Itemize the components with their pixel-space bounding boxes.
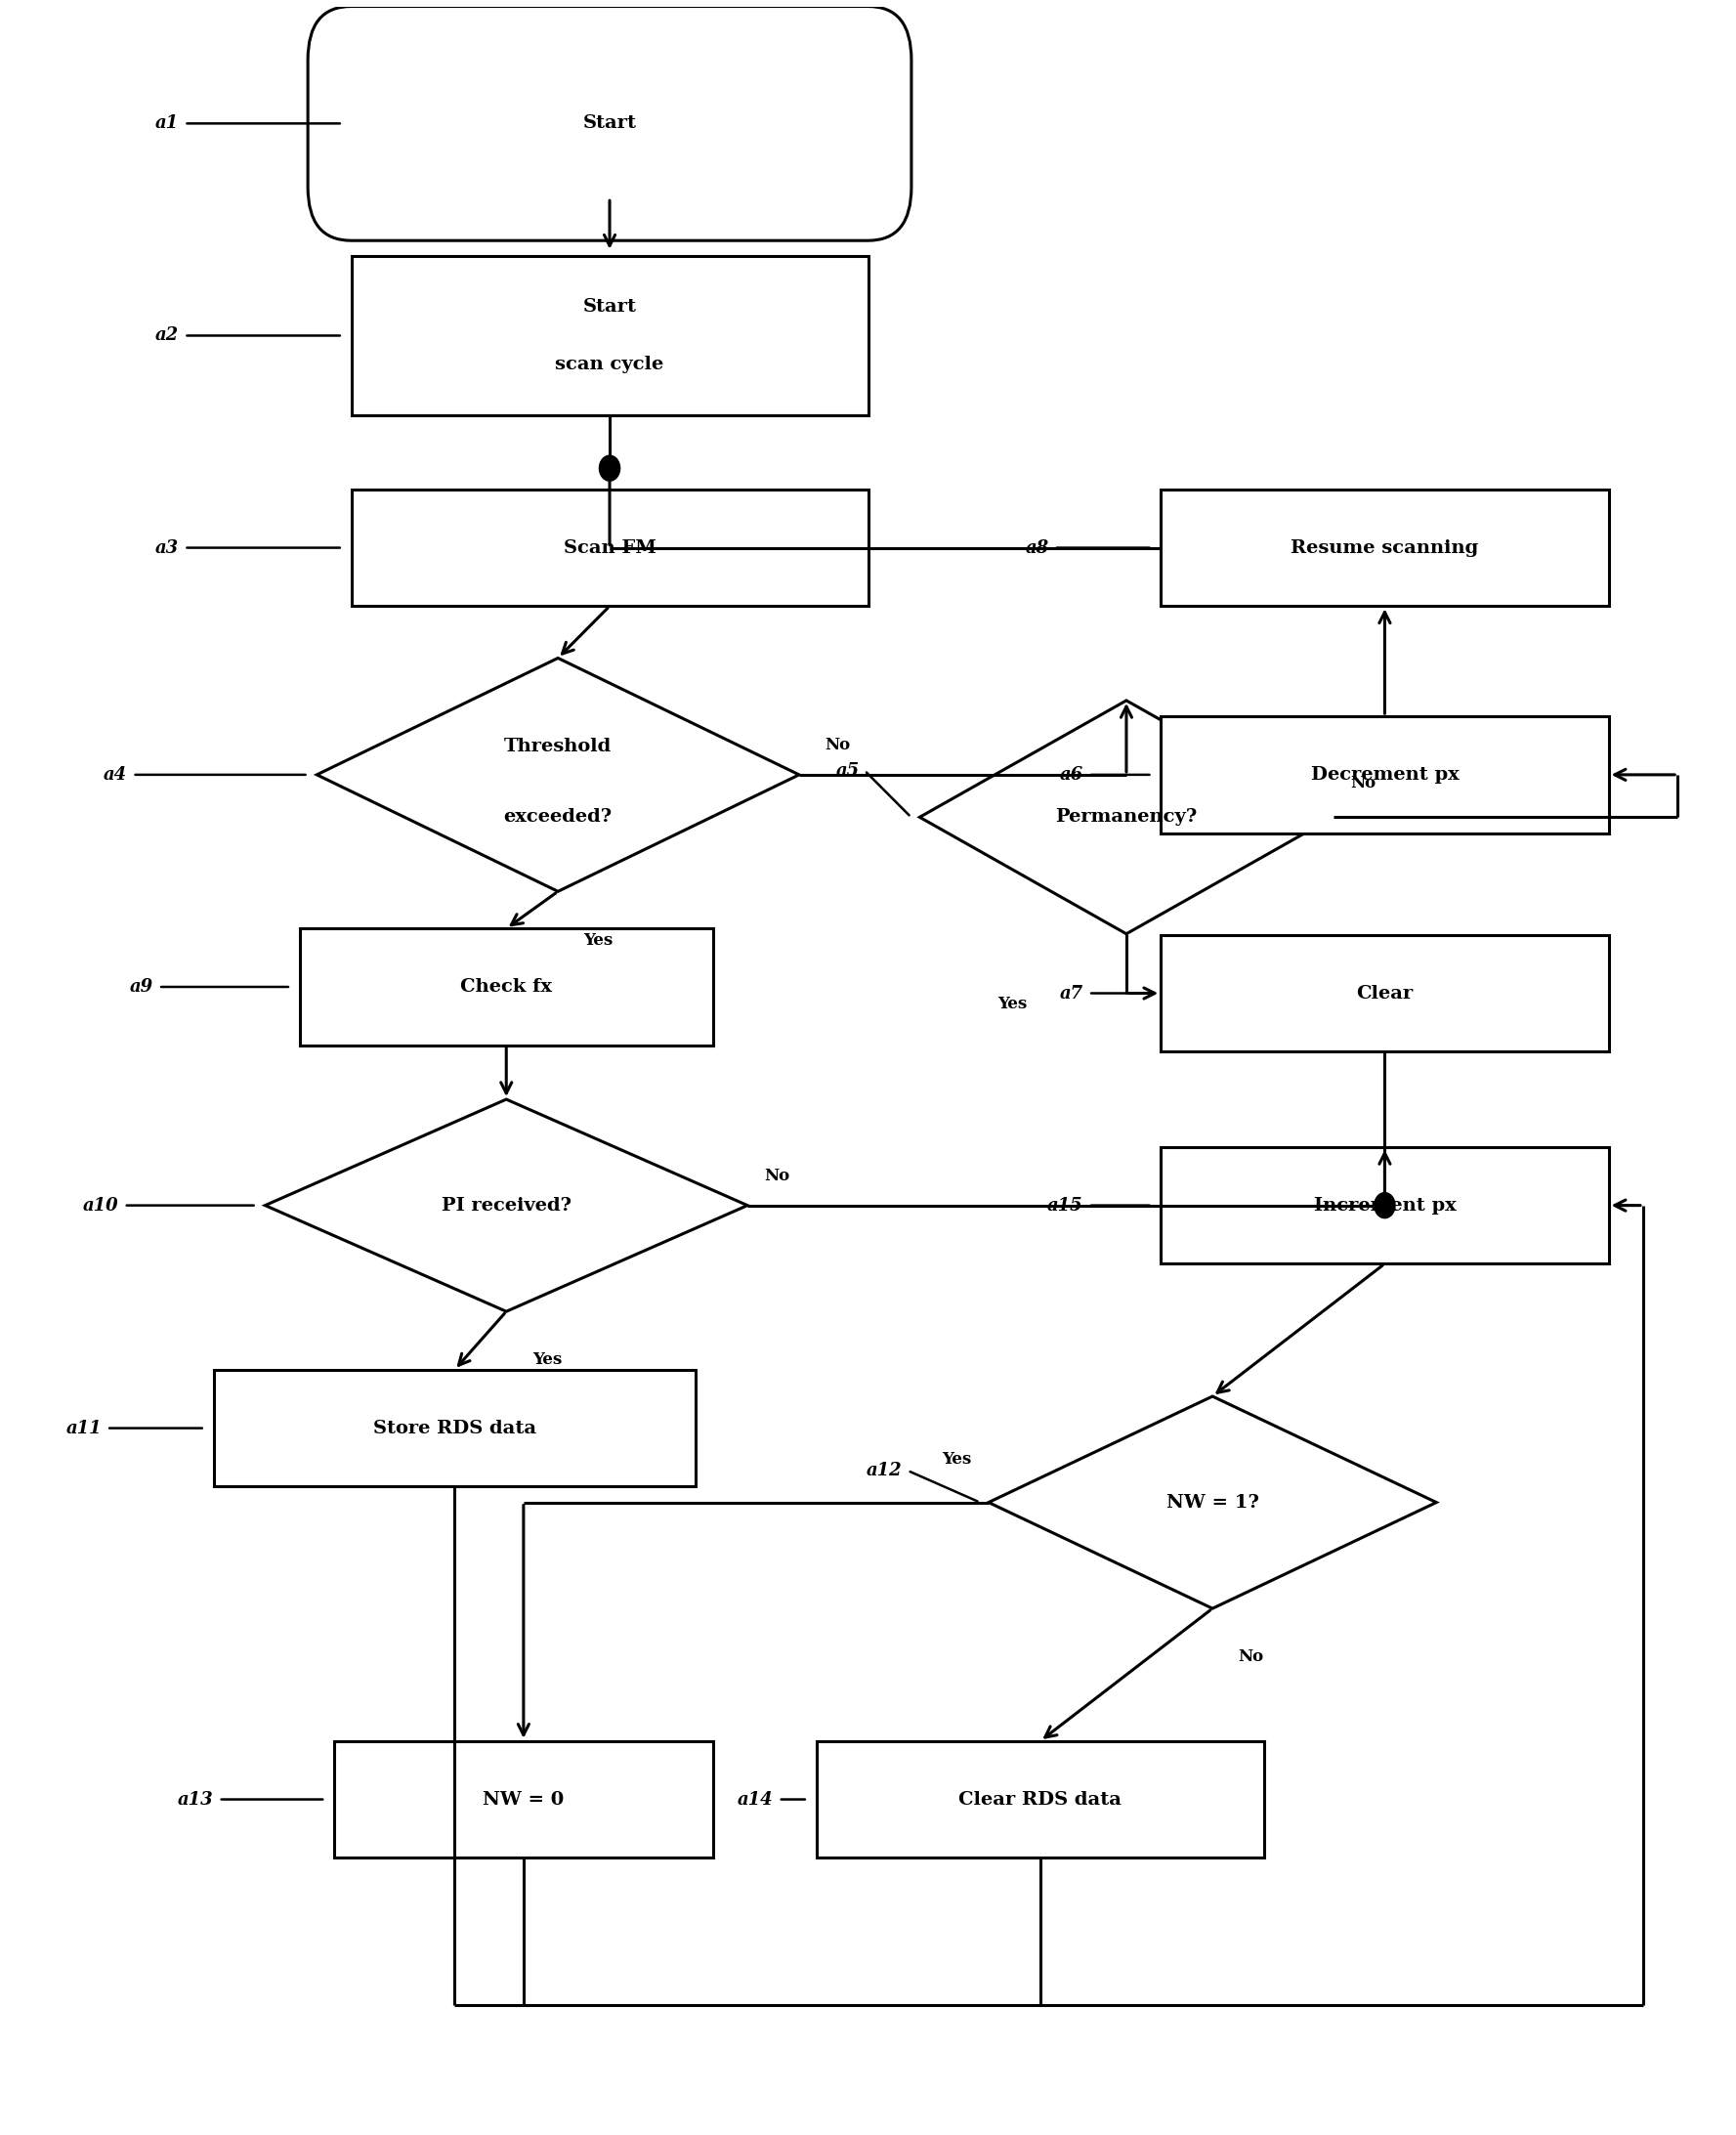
- Text: Increment px: Increment px: [1314, 1196, 1457, 1215]
- Text: a1: a1: [156, 115, 179, 132]
- Text: a3: a3: [156, 538, 179, 557]
- Text: Start: Start: [583, 115, 637, 132]
- Text: a15: a15: [1047, 1196, 1083, 1215]
- Circle shape: [599, 455, 620, 480]
- Text: Store RDS data: Store RDS data: [373, 1420, 536, 1437]
- Text: a4: a4: [104, 766, 127, 784]
- Text: a14: a14: [738, 1791, 773, 1808]
- Bar: [351, 256, 868, 414]
- Text: Permanency?: Permanency?: [1055, 809, 1198, 826]
- Text: a2: a2: [156, 327, 179, 344]
- Text: Scan FM: Scan FM: [562, 538, 656, 557]
- Bar: [333, 1740, 713, 1857]
- Text: a5: a5: [835, 762, 859, 779]
- Polygon shape: [988, 1396, 1436, 1608]
- Text: Threshold: Threshold: [503, 739, 611, 756]
- Text: NW = 1?: NW = 1?: [1167, 1494, 1259, 1512]
- Text: No: No: [764, 1168, 790, 1183]
- Bar: [1161, 935, 1609, 1053]
- Text: a12: a12: [866, 1462, 903, 1480]
- Text: Yes: Yes: [583, 931, 613, 948]
- Text: a11: a11: [66, 1420, 101, 1437]
- Text: PI received?: PI received?: [441, 1196, 571, 1215]
- Polygon shape: [266, 1100, 748, 1311]
- Text: Yes: Yes: [996, 995, 1026, 1012]
- Polygon shape: [318, 658, 799, 892]
- Text: exceeded?: exceeded?: [503, 807, 613, 826]
- Text: a7: a7: [1059, 984, 1083, 1001]
- Text: Resume scanning: Resume scanning: [1292, 538, 1479, 557]
- Bar: [214, 1371, 696, 1486]
- Text: scan cycle: scan cycle: [556, 354, 663, 374]
- Polygon shape: [920, 700, 1333, 933]
- Text: Start: Start: [583, 299, 637, 316]
- Text: Yes: Yes: [943, 1452, 972, 1469]
- Text: Check fx: Check fx: [460, 978, 552, 995]
- Text: a8: a8: [1026, 538, 1049, 557]
- Text: Decrement px: Decrement px: [1311, 766, 1458, 784]
- Text: a9: a9: [130, 978, 153, 995]
- FancyBboxPatch shape: [307, 6, 911, 241]
- Text: Clear RDS data: Clear RDS data: [958, 1791, 1121, 1808]
- Circle shape: [1375, 1193, 1396, 1219]
- Text: NW = 0: NW = 0: [483, 1791, 564, 1808]
- Text: a6: a6: [1059, 766, 1083, 784]
- Bar: [1161, 1146, 1609, 1264]
- Bar: [300, 929, 713, 1046]
- Text: a10: a10: [83, 1196, 118, 1215]
- Bar: [1161, 489, 1609, 606]
- Text: No: No: [825, 737, 851, 754]
- Text: No: No: [1351, 775, 1377, 792]
- Bar: [1161, 717, 1609, 833]
- Text: Clear: Clear: [1356, 984, 1413, 1001]
- Text: a13: a13: [177, 1791, 214, 1808]
- Text: No: No: [1238, 1648, 1264, 1665]
- Bar: [816, 1740, 1264, 1857]
- Text: Yes: Yes: [533, 1351, 562, 1369]
- Bar: [351, 489, 868, 606]
